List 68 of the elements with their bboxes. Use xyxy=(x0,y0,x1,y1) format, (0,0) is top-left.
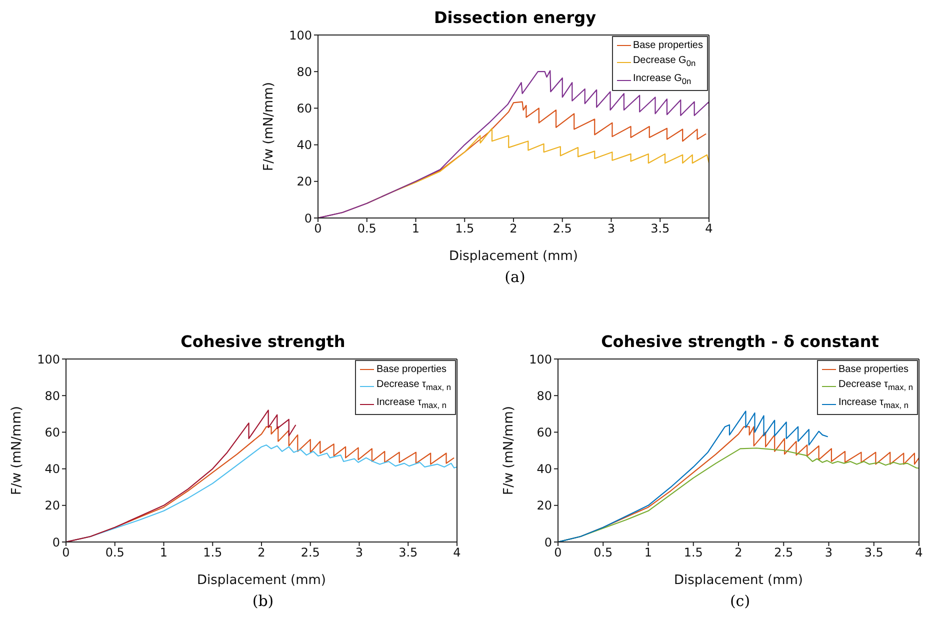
y-tick-label: 0 xyxy=(304,211,312,226)
y-tick-label: 0 xyxy=(544,535,552,550)
y-tick-label: 80 xyxy=(44,388,60,403)
chart-title: Cohesive strength xyxy=(180,332,346,353)
y-tick-label: 100 xyxy=(37,352,60,366)
x-tick-label: 2 xyxy=(258,546,266,560)
x-tick-label: 1 xyxy=(412,222,420,236)
x-tick-label: 2.5 xyxy=(552,222,572,236)
x-axis-title: Displacement (mm) xyxy=(197,573,326,588)
legend-label: Decrease τ$_{max, n}$ xyxy=(838,378,913,394)
y-tick-label: 60 xyxy=(536,425,552,440)
x-tick-label: 1.5 xyxy=(203,546,222,560)
y-tick-label: 80 xyxy=(296,64,312,79)
text: (a) xyxy=(504,268,526,286)
y-tick-label: 20 xyxy=(296,174,312,189)
legend-label: Decrease τ$_{max, n}$ xyxy=(376,378,451,394)
legend-label: Base properties xyxy=(376,363,447,377)
y-tick-label: 100 xyxy=(529,352,552,366)
legend-label: Increase G$_{0n}$ xyxy=(632,72,692,88)
legend-label: Increase τ$_{max, n}$ xyxy=(838,396,909,412)
legend-label: Increase τ$_{max, n}$ xyxy=(376,396,447,412)
text: (c) xyxy=(728,592,752,610)
x-tick-label: 0 xyxy=(314,222,322,236)
x-tick-label: 4 xyxy=(705,222,713,236)
x-tick-label: 1.5 xyxy=(455,222,474,236)
x-tick-label: 3.5 xyxy=(398,546,418,560)
x-tick-label: 2 xyxy=(510,222,518,236)
x-tick-label: 3 xyxy=(824,546,833,560)
x-tick-label: 1 xyxy=(160,546,168,560)
y-tick-label: 20 xyxy=(44,498,60,513)
x-tick-label: 0.5 xyxy=(594,546,613,560)
x-tick-label: 3 xyxy=(607,222,616,236)
x-tick-label: 1 xyxy=(644,546,652,560)
y-tick-label: 60 xyxy=(296,101,312,116)
y-axis-title: F/w (mN/mm) xyxy=(262,82,277,171)
x-axis-title: Displacement (mm) xyxy=(674,573,803,588)
y-tick-label: 80 xyxy=(536,388,552,403)
text: (b) xyxy=(251,592,275,610)
x-tick-label: 0 xyxy=(62,546,70,560)
x-axis-title: Displacement (mm) xyxy=(449,249,578,264)
legend-label: Base properties xyxy=(632,39,703,53)
line-series xyxy=(66,410,296,542)
y-tick-label: 40 xyxy=(536,462,552,476)
legend-label: Base properties xyxy=(838,363,909,377)
y-tick-label: 0 xyxy=(52,535,60,550)
y-tick-label: 20 xyxy=(536,498,552,513)
x-tick-label: 0.5 xyxy=(357,222,376,236)
y-axis-title: F/w (mN/mm) xyxy=(10,406,25,495)
y-tick-label: 60 xyxy=(44,425,60,440)
x-tick-label: 3.5 xyxy=(650,222,670,236)
x-tick-label: 2.5 xyxy=(774,546,794,560)
y-tick-label: 100 xyxy=(289,28,312,42)
chart-title: Cohesive strength - δ constant xyxy=(600,332,880,353)
line-series xyxy=(558,410,828,542)
x-tick-label: 4 xyxy=(915,546,923,560)
y-tick-label: 40 xyxy=(44,462,60,476)
y-tick-label: 40 xyxy=(296,138,312,152)
y-axis-title: F/w (mN/mm) xyxy=(502,406,517,495)
x-tick-label: 3.5 xyxy=(864,546,884,560)
x-tick-label: 2.5 xyxy=(300,546,320,560)
x-tick-label: 1.5 xyxy=(684,546,703,560)
chart-title: Dissection energy xyxy=(432,8,598,29)
x-tick-label: 4 xyxy=(453,546,461,560)
x-tick-label: 2 xyxy=(734,546,742,560)
x-tick-label: 0.5 xyxy=(105,546,124,560)
legend-label: Decrease G$_{0n}$ xyxy=(632,54,696,70)
x-tick-label: 0 xyxy=(554,546,562,560)
x-tick-label: 3 xyxy=(355,546,364,560)
